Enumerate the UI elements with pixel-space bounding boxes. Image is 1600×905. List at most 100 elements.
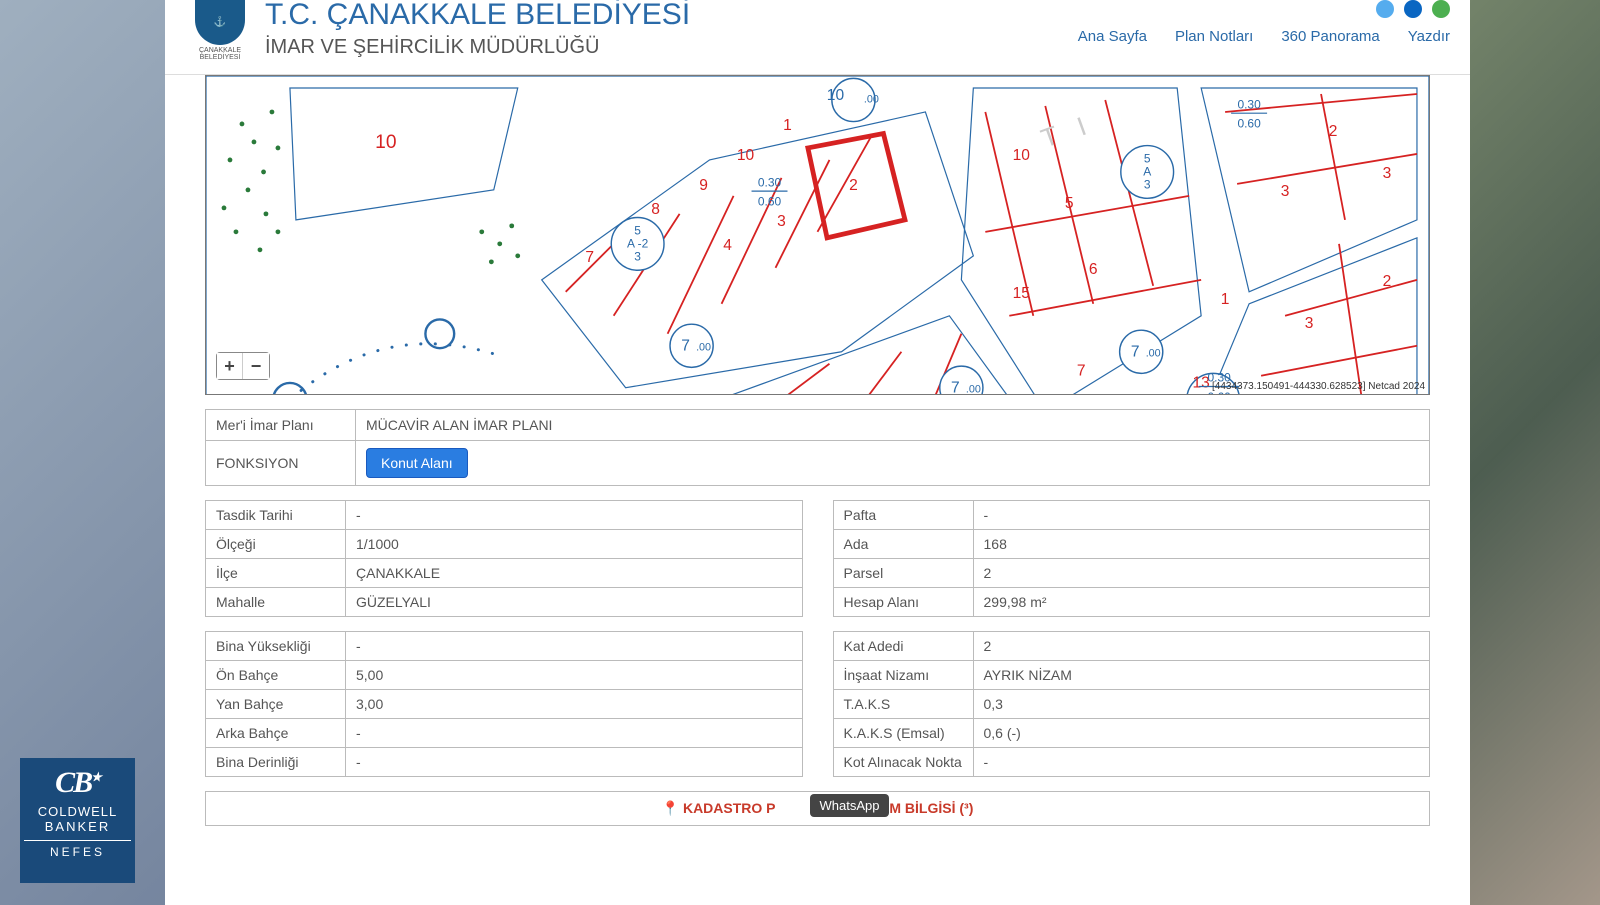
- svg-text:A: A: [1143, 165, 1151, 179]
- svg-text:5: 5: [634, 223, 641, 237]
- logo-shield-icon: ⚓: [195, 0, 245, 45]
- coldwell-banker-logo: CB★ COLDWELL BANKER NEFES: [20, 758, 135, 883]
- svg-text:.00: .00: [1146, 348, 1161, 360]
- table-row: Pafta-: [833, 501, 1430, 530]
- svg-text:3: 3: [777, 213, 786, 230]
- table-row: T.A.K.S0,3: [833, 690, 1430, 719]
- svg-text:3: 3: [1383, 165, 1392, 182]
- svg-text:10: 10: [1013, 147, 1031, 164]
- svg-text:7: 7: [1131, 344, 1140, 361]
- table-row: Parsel2: [833, 559, 1430, 588]
- table-row: MahalleGÜZELYALI: [206, 588, 803, 617]
- svg-text:1: 1: [783, 117, 792, 134]
- cadastre-section-header: 📍 KADASTRO P WhatsApp NUM BİLGİSİ (³): [205, 791, 1430, 826]
- header-titles: T.C. ÇANAKKALE BELEDİYESİ İMAR VE ŞEHİRC…: [265, 0, 1078, 59]
- svg-text:6: 6: [1089, 261, 1098, 278]
- watermark-letter: I: [1073, 111, 1090, 142]
- table-row: Yan Bahçe3,00: [206, 690, 803, 719]
- map-credit: [4434373.150491-444330.628523] Netcad 20…: [1212, 381, 1425, 392]
- star-icon: ★: [91, 770, 100, 784]
- table-row: Bina Yüksekliği-: [206, 632, 803, 661]
- page-title: T.C. ÇANAKKALE BELEDİYESİ: [265, 0, 1078, 30]
- top-nav: Ana Sayfa Plan Notları 360 Panorama Yazd…: [1078, 28, 1450, 45]
- svg-text:0.30: 0.30: [1237, 97, 1261, 111]
- watermark-letter: T: [1037, 120, 1062, 154]
- building-table: Bina Yüksekliği- Ön Bahçe5,00 Yan Bahçe3…: [205, 631, 803, 777]
- svg-text:0.30: 0.30: [758, 175, 782, 189]
- table-row: İnşaat NizamıAYRIK NİZAM: [833, 661, 1430, 690]
- linkedin-icon[interactable]: [1404, 0, 1422, 18]
- svg-text:5: 5: [1144, 151, 1151, 165]
- plan-value: MÜCAVİR ALAN İMAR PLANI: [356, 410, 1430, 441]
- parcel-map[interactable]: 10 1 10 9 8 7 4 3 2 10 5 6 15 7 8 2 12: [205, 75, 1430, 395]
- details-row-2: Bina Yüksekliği- Ön Bahçe5,00 Yan Bahçe3…: [205, 631, 1430, 777]
- svg-text:0.60: 0.60: [758, 194, 782, 208]
- parcel-map-svg: 10 1 10 9 8 7 4 3 2 10 5 6 15 7 8 2 12: [206, 76, 1429, 395]
- cb-line3: NEFES: [24, 840, 131, 859]
- municipality-logo: ⚓ ÇANAKKALE BELEDİYESİ: [185, 0, 255, 61]
- svg-text:.00: .00: [966, 384, 981, 395]
- svg-text:4: 4: [723, 237, 732, 254]
- svg-text:3: 3: [1305, 315, 1314, 332]
- header-right: Ana Sayfa Plan Notları 360 Panorama Yazd…: [1078, 0, 1450, 45]
- svg-text:10: 10: [737, 147, 755, 164]
- pin-icon: 📍: [662, 800, 679, 816]
- cb-monogram: CB★: [24, 766, 131, 800]
- svg-text:2: 2: [1383, 273, 1392, 290]
- plan-key: FONKSIYON: [206, 441, 356, 486]
- svg-text:7: 7: [681, 338, 690, 355]
- table-row: FONKSIYON Konut Alanı: [206, 441, 1430, 486]
- svg-text:3: 3: [1144, 178, 1151, 192]
- nav-plan-notes[interactable]: Plan Notları: [1175, 28, 1253, 45]
- svg-text:7: 7: [951, 380, 960, 395]
- table-row: Hesap Alanı299,98 m²: [833, 588, 1430, 617]
- svg-text:8: 8: [651, 201, 660, 218]
- nav-print[interactable]: Yazdır: [1408, 28, 1450, 45]
- table-row: Ön Bahçe5,00: [206, 661, 803, 690]
- cb-line2: BANKER: [24, 819, 131, 834]
- svg-text:2: 2: [1329, 123, 1338, 140]
- svg-text:.00: .00: [864, 93, 879, 105]
- table-row: Kat Adedi2: [833, 632, 1430, 661]
- svg-text:0.60: 0.60: [1237, 117, 1261, 131]
- zoom-in-button[interactable]: +: [217, 353, 243, 379]
- svg-text:3: 3: [1281, 183, 1290, 200]
- table-row: Bina Derinliği-: [206, 748, 803, 777]
- approval-table: Tasdik Tarihi- Ölçeği1/1000 İlçeÇANAKKAL…: [205, 500, 803, 617]
- table-row: Mer'i İmar Planı MÜCAVİR ALAN İMAR PLANI: [206, 410, 1430, 441]
- function-badge[interactable]: Konut Alanı: [366, 448, 468, 478]
- page-subtitle: İMAR VE ŞEHİRCİLİK MÜDÜRLÜĞÜ: [265, 36, 1078, 59]
- svg-text:3: 3: [634, 250, 641, 264]
- svg-text:A -2: A -2: [627, 236, 649, 250]
- table-row: İlçeÇANAKKALE: [206, 559, 803, 588]
- plan-key: Mer'i İmar Planı: [206, 410, 356, 441]
- table-row: K.A.K.S (Emsal)0,6 (-): [833, 719, 1430, 748]
- table-row: Arka Bahçe-: [206, 719, 803, 748]
- svg-text:.00: .00: [696, 342, 711, 354]
- section-title-before: KADASTRO P: [683, 800, 775, 816]
- parcel-table: Pafta- Ada168 Parsel2 Hesap Alanı299,98 …: [833, 500, 1431, 617]
- main-panel: ⚓ ÇANAKKALE BELEDİYESİ T.C. ÇANAKKALE BE…: [165, 0, 1470, 905]
- svg-text:10: 10: [827, 87, 845, 104]
- svg-text:1: 1: [1221, 291, 1230, 308]
- svg-text:7: 7: [585, 249, 594, 266]
- table-row: Ölçeği1/1000: [206, 530, 803, 559]
- twitter-icon[interactable]: [1376, 0, 1394, 18]
- table-row: Tasdik Tarihi-: [206, 501, 803, 530]
- svg-text:7: 7: [1077, 363, 1086, 380]
- table-row: Kot Alınacak Nokta-: [833, 748, 1430, 777]
- content: 10 1 10 9 8 7 4 3 2 10 5 6 15 7 8 2 12: [165, 75, 1470, 826]
- nav-360-panorama[interactable]: 360 Panorama: [1281, 28, 1379, 45]
- svg-text:9: 9: [699, 177, 708, 194]
- cb-line1: COLDWELL: [24, 804, 131, 819]
- zoom-out-button[interactable]: −: [243, 353, 269, 379]
- download-icon[interactable]: [1432, 0, 1450, 18]
- svg-text:2: 2: [849, 177, 858, 194]
- svg-text:10: 10: [375, 132, 396, 153]
- whatsapp-button[interactable]: WhatsApp: [810, 794, 890, 817]
- nav-home[interactable]: Ana Sayfa: [1078, 28, 1147, 45]
- plan-value: Konut Alanı: [356, 441, 1430, 486]
- details-row-1: Tasdik Tarihi- Ölçeği1/1000 İlçeÇANAKKAL…: [205, 500, 1430, 617]
- svg-text:5: 5: [1065, 195, 1074, 212]
- social-icons: [1376, 0, 1450, 18]
